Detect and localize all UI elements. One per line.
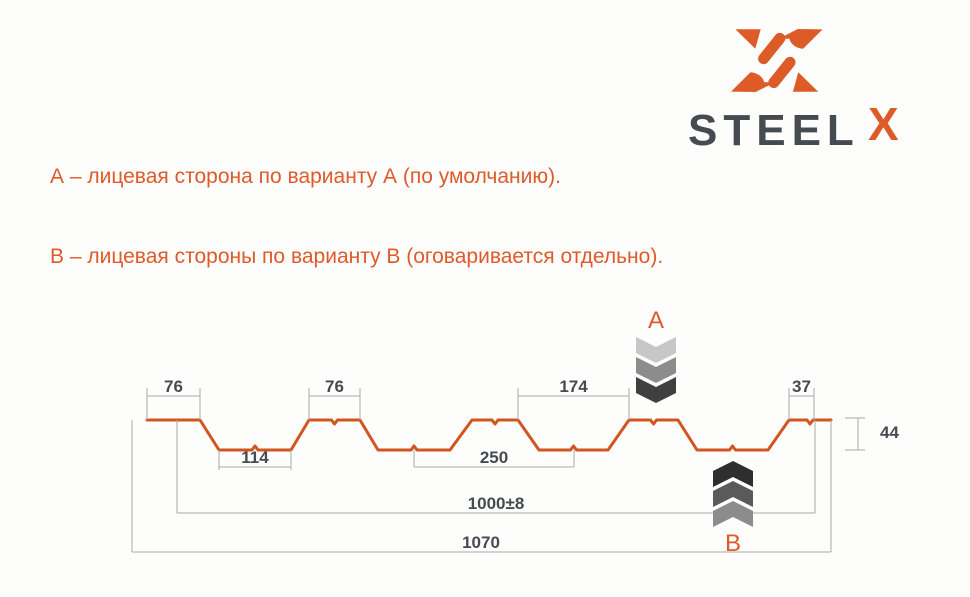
svg-text:37: 37 <box>792 377 811 396</box>
svg-text:1000±8: 1000±8 <box>468 494 525 513</box>
svg-text:76: 76 <box>164 377 183 396</box>
svg-text:44: 44 <box>880 423 899 442</box>
svg-text:1070: 1070 <box>462 533 500 552</box>
svg-text:250: 250 <box>480 448 508 467</box>
svg-text:76: 76 <box>325 377 344 396</box>
svg-text:114: 114 <box>241 448 269 467</box>
svg-text:174: 174 <box>559 377 588 396</box>
svg-text:B: B <box>725 530 741 557</box>
svg-text:A: A <box>648 307 664 334</box>
